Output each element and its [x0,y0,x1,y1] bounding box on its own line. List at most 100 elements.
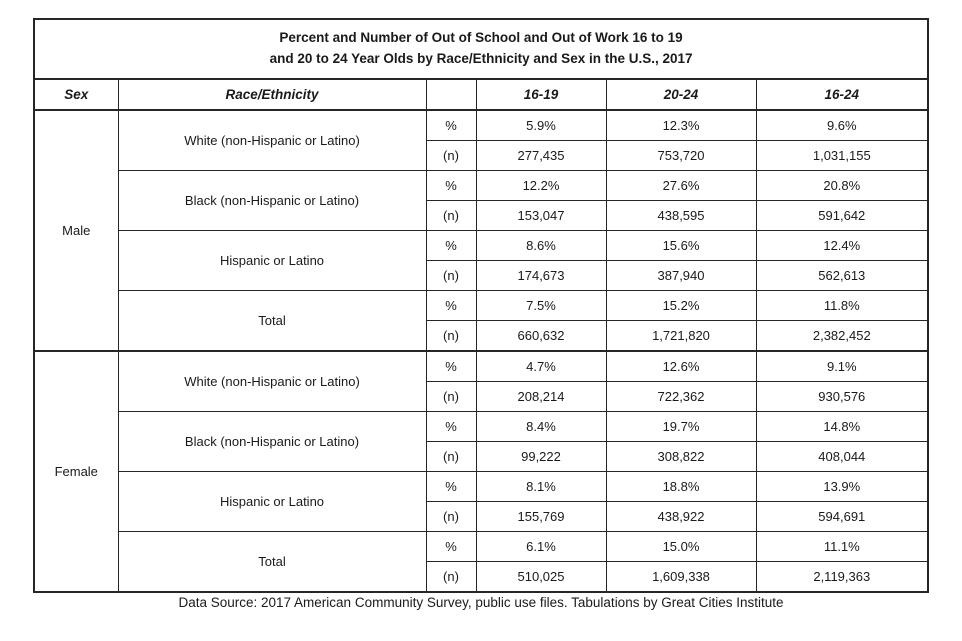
value-cell: 174,673 [475,260,607,291]
value-cell: 722,362 [605,381,757,412]
metric-label-percent: % [425,109,477,141]
table-row: (n) 155,769 438,922 594,691 [34,501,929,532]
race-cell: White (non-Hispanic or Latino) [117,350,427,412]
table-row: (n) 208,214 722,362 930,576 [34,381,929,412]
sex-cell-female: Female [33,350,119,593]
table-title-row: Percent and Number of Out of School and … [33,18,929,80]
header-race-ethnicity: Race/Ethnicity [117,78,427,111]
metric-label-percent: % [425,471,477,502]
value-cell: 15.6% [605,230,757,261]
race-cell: Hispanic or Latino [117,230,427,291]
metric-label-percent: % [425,531,477,562]
value-cell: 12.3% [605,109,757,141]
value-cell: 8.6% [475,230,607,261]
value-cell: 20.8% [755,170,929,201]
race-cell: White (non-Hispanic or Latino) [117,109,427,171]
value-cell: 438,922 [605,501,757,532]
value-cell: 1,609,338 [605,561,757,593]
header-age-16-24: 16-24 [755,78,929,111]
metric-label-percent: % [425,230,477,261]
metric-label-n: (n) [425,260,477,291]
sex-cell-male: Male [33,109,119,352]
value-cell: 12.2% [475,170,607,201]
value-cell: 510,025 [475,561,607,593]
value-cell: 8.1% [475,471,607,502]
value-cell: 753,720 [605,140,757,171]
value-cell: 153,047 [475,200,607,231]
value-cell: 12.4% [755,230,929,261]
value-cell: 9.1% [755,350,929,382]
table-title-line2: and 20 to 24 Year Olds by Race/Ethnicity… [269,51,693,66]
value-cell: 8.4% [475,411,607,442]
table-title: Percent and Number of Out of School and … [33,18,929,80]
value-cell: 18.8% [605,471,757,502]
value-cell: 562,613 [755,260,929,291]
table-row: Hispanic or Latino % 8.1% 18.8% 13.9% [34,471,929,532]
race-cell: Black (non-Hispanic or Latino) [117,411,427,472]
table-row: Black (non-Hispanic or Latino) % 12.2% 2… [34,170,929,231]
value-cell: 5.9% [475,109,607,141]
value-cell: 4.7% [475,350,607,382]
table-row: Total % 7.5% 15.2% 11.8% [34,290,929,352]
table-row: Male White (non-Hispanic or Latino) % 5.… [33,109,929,352]
value-cell: 930,576 [755,381,929,412]
metric-label-n: (n) [425,561,477,593]
value-cell: 591,642 [755,200,929,231]
table-row: Total % 6.1% 15.0% 11.1% [34,531,929,593]
metric-label-percent: % [425,411,477,442]
value-cell: 660,632 [475,320,607,352]
metric-label-n: (n) [425,140,477,171]
table-row: (n) 510,025 1,609,338 2,119,363 [34,561,929,593]
value-cell: 11.1% [755,531,929,562]
table-row: (n) 99,222 308,822 408,044 [34,441,929,472]
data-source-note: Data Source: 2017 American Community Sur… [178,595,784,610]
value-cell: 27.6% [605,170,757,201]
value-cell: 7.5% [475,290,607,321]
value-cell: 19.7% [605,411,757,442]
value-cell: 15.2% [605,290,757,321]
table-row: (n) 660,632 1,721,820 2,382,452 [34,320,929,352]
metric-label-n: (n) [425,381,477,412]
header-sex: Sex [33,78,119,111]
table-row: (n) 277,435 753,720 1,031,155 [34,140,929,171]
race-cell-total: Total [117,531,427,593]
table-row: Hispanic or Latino % 8.6% 15.6% 12.4% [34,230,929,291]
header-age-20-24: 20-24 [605,78,757,111]
value-cell: 11.8% [755,290,929,321]
value-cell: 594,691 [755,501,929,532]
value-cell: 1,721,820 [605,320,757,352]
race-cell: Black (non-Hispanic or Latino) [117,170,427,231]
value-cell: 208,214 [475,381,607,412]
metric-label-n: (n) [425,320,477,352]
value-cell: 13.9% [755,471,929,502]
value-cell: 99,222 [475,441,607,472]
metric-label-n: (n) [425,441,477,472]
value-cell: 15.0% [605,531,757,562]
metric-label-n: (n) [425,200,477,231]
value-cell: 14.8% [755,411,929,442]
race-cell-total: Total [117,290,427,352]
race-cell: Hispanic or Latino [117,471,427,532]
table-row: (n) 174,673 387,940 562,613 [34,260,929,291]
value-cell: 2,382,452 [755,320,929,352]
value-cell: 9.6% [755,109,929,141]
table-row: (n) 153,047 438,595 591,642 [34,200,929,231]
table-row: Black (non-Hispanic or Latino) % 8.4% 19… [34,411,929,472]
value-cell: 308,822 [605,441,757,472]
value-cell: 277,435 [475,140,607,171]
table-row: Female White (non-Hispanic or Latino) % … [33,350,929,593]
value-cell: 408,044 [755,441,929,472]
table-title-line1: Percent and Number of Out of School and … [279,30,683,46]
out-of-school-out-of-work-table: Percent and Number of Out of School and … [33,18,930,593]
value-cell: 6.1% [475,531,607,562]
value-cell: 12.6% [605,350,757,382]
metric-label-percent: % [425,290,477,321]
metric-label-n: (n) [425,501,477,532]
header-age-16-19: 16-19 [475,78,607,111]
metric-label-percent: % [425,350,477,382]
value-cell: 387,940 [605,260,757,291]
value-cell: 1,031,155 [755,140,929,171]
header-metric-blank [425,78,477,111]
metric-label-percent: % [425,170,477,201]
